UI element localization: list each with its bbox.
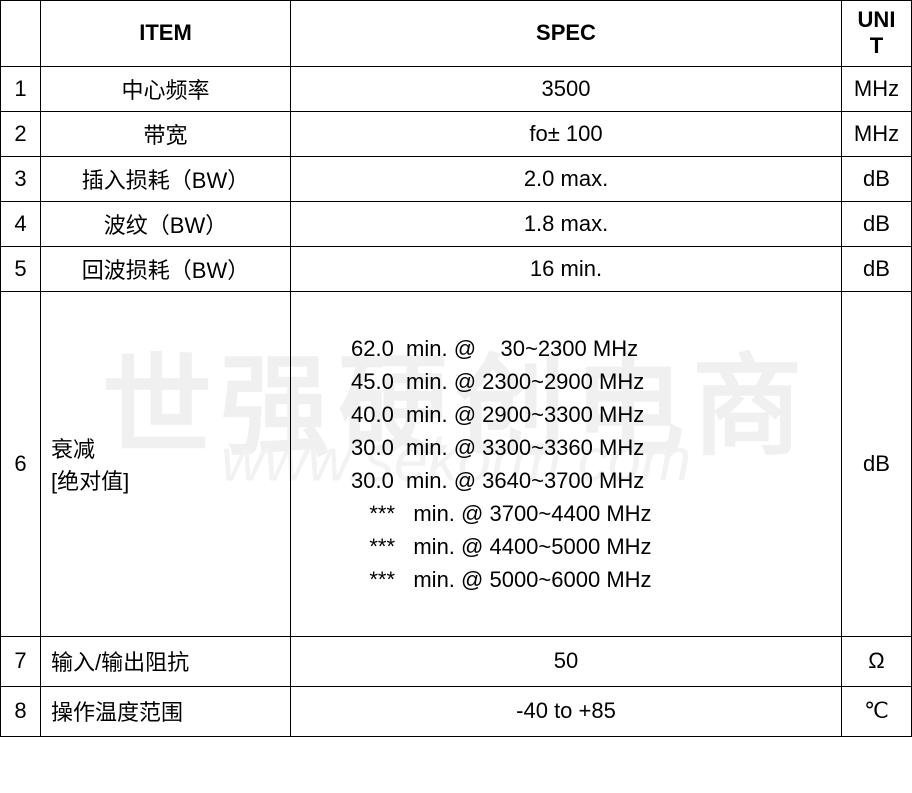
header-spec: SPEC <box>291 1 842 67</box>
table-row: 8 操作温度范围 -40 to +85 ℃ <box>1 686 912 736</box>
row-spec: fo± 100 <box>291 111 842 156</box>
row-num: 4 <box>1 201 41 246</box>
row-item: 操作温度范围 <box>41 686 291 736</box>
header-item: ITEM <box>41 1 291 67</box>
row-unit: dB <box>842 246 912 291</box>
attenuation-label-1: 衰减 <box>51 432 282 464</box>
row-spec: 3500 <box>291 66 842 111</box>
row-unit: MHz <box>842 111 912 156</box>
table-row: 2 带宽 fo± 100 MHz <box>1 111 912 156</box>
table-row: 3 插入损耗（BW） 2.0 max. dB <box>1 156 912 201</box>
row-unit: MHz <box>842 66 912 111</box>
row-num: 5 <box>1 246 41 291</box>
attenuation-row: 6 衰减 [绝对值] 62.0 min. @ 30~2300 MHz 45.0 … <box>1 291 912 636</box>
table-row: 1 中心频率 3500 MHz <box>1 66 912 111</box>
attenuation-label-2: [绝对值] <box>51 464 282 496</box>
row-num: 2 <box>1 111 41 156</box>
spec-table: ITEM SPEC UNI T 1 中心频率 3500 MHz 2 带宽 fo±… <box>0 0 912 737</box>
row-spec: 2.0 max. <box>291 156 842 201</box>
row-item: 带宽 <box>41 111 291 156</box>
row-num: 6 <box>1 291 41 636</box>
table-row: 4 波纹（BW） 1.8 max. dB <box>1 201 912 246</box>
row-unit: dB <box>842 156 912 201</box>
row-num: 1 <box>1 66 41 111</box>
row-spec: 1.8 max. <box>291 201 842 246</box>
row-unit: ℃ <box>842 686 912 736</box>
row-unit: dB <box>842 201 912 246</box>
table-row: 7 输入/输出阻抗 50 Ω <box>1 636 912 686</box>
row-item: 回波损耗（BW） <box>41 246 291 291</box>
attenuation-item: 衰减 [绝对值] <box>41 291 291 636</box>
row-num: 8 <box>1 686 41 736</box>
row-item: 插入损耗（BW） <box>41 156 291 201</box>
row-item: 中心频率 <box>41 66 291 111</box>
row-num: 3 <box>1 156 41 201</box>
row-item: 波纹（BW） <box>41 201 291 246</box>
header-row: ITEM SPEC UNI T <box>1 1 912 67</box>
row-unit: dB <box>842 291 912 636</box>
row-item: 输入/输出阻抗 <box>41 636 291 686</box>
header-unit: UNI T <box>842 1 912 67</box>
row-num: 7 <box>1 636 41 686</box>
table-row: 5 回波损耗（BW） 16 min. dB <box>1 246 912 291</box>
row-spec: 16 min. <box>291 246 842 291</box>
row-spec: 50 <box>291 636 842 686</box>
row-spec: -40 to +85 <box>291 686 842 736</box>
row-unit: Ω <box>842 636 912 686</box>
header-blank <box>1 1 41 67</box>
attenuation-spec: 62.0 min. @ 30~2300 MHz 45.0 min. @ 2300… <box>291 291 842 636</box>
